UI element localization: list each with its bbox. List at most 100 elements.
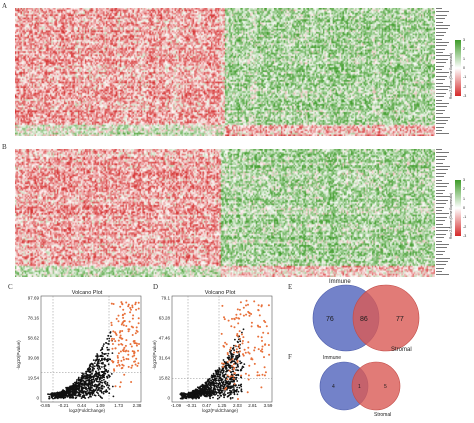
volcano-point-significant bbox=[132, 314, 135, 317]
volcano-point bbox=[220, 384, 222, 387]
volcano-point bbox=[86, 378, 89, 380]
volcano-point bbox=[218, 396, 221, 399]
volcano-point-significant bbox=[128, 320, 131, 323]
volcano-point-significant bbox=[243, 348, 246, 351]
volcano-point bbox=[202, 389, 205, 391]
volcano-point bbox=[239, 360, 241, 363]
volcano-point bbox=[227, 380, 230, 383]
gene-label-tick bbox=[436, 165, 450, 169]
volcano-point-significant bbox=[116, 355, 119, 357]
volcano-point bbox=[97, 380, 100, 383]
gene-label-tick bbox=[436, 102, 449, 106]
volcano-point bbox=[207, 386, 209, 389]
x-tick-label: 1.25 bbox=[218, 403, 227, 408]
volcano-point bbox=[181, 393, 183, 396]
volcano-point bbox=[218, 367, 220, 369]
volcano-point-significant bbox=[229, 375, 231, 378]
volcano-point bbox=[222, 369, 225, 372]
volcano-point-significant bbox=[224, 388, 226, 391]
volcano-point bbox=[242, 328, 245, 331]
volcano-point-significant bbox=[110, 324, 113, 327]
volcano-point-significant bbox=[267, 304, 270, 307]
volcano-point bbox=[107, 374, 110, 376]
volcano-point-significant bbox=[135, 342, 138, 345]
x-tick-label: 2.03 bbox=[233, 403, 242, 408]
volcano-point bbox=[93, 365, 96, 368]
volcano-point-significant bbox=[131, 304, 134, 307]
volcano-point bbox=[239, 340, 242, 343]
volcano-point bbox=[219, 386, 222, 389]
gene-label-tick bbox=[436, 176, 444, 179]
volcano-point bbox=[82, 392, 85, 394]
x-tick-label: 3.59 bbox=[264, 403, 273, 408]
volcano-point-significant bbox=[264, 371, 267, 374]
volcano-point bbox=[223, 360, 226, 363]
volcano-point bbox=[89, 386, 92, 389]
volcano-point bbox=[52, 395, 55, 397]
volcano-point bbox=[237, 384, 240, 387]
volcano-point-significant bbox=[121, 302, 124, 305]
volcano-point bbox=[107, 342, 109, 345]
volcano-point bbox=[86, 383, 89, 386]
gene-label-tick bbox=[436, 267, 444, 271]
volcano-point-significant bbox=[261, 345, 264, 348]
x-tick-label: -0.21 bbox=[58, 403, 69, 408]
volcano-point-significant bbox=[248, 352, 251, 355]
volcano-point bbox=[211, 381, 214, 383]
volcano-point bbox=[229, 397, 232, 400]
volcano-point-significant bbox=[111, 337, 113, 340]
scale-tick-label: -1 bbox=[463, 215, 467, 220]
volcano-point bbox=[93, 384, 96, 387]
volcano-point-significant bbox=[130, 308, 132, 311]
volcano-point-significant bbox=[133, 354, 136, 357]
volcano-point bbox=[232, 389, 234, 391]
gene-label-tick bbox=[436, 199, 448, 203]
y-tick-label: 31.64 bbox=[159, 356, 171, 361]
volcano-point bbox=[64, 390, 67, 393]
volcano-point bbox=[77, 376, 80, 379]
volcano-plot-c: Volcano Plot log2(FoldChange) -log10(Pva… bbox=[12, 285, 147, 417]
volcano-point bbox=[215, 377, 218, 380]
volcano-point-significant bbox=[112, 330, 115, 333]
venn-f-stromal-circle bbox=[351, 361, 401, 411]
volcano-point-significant bbox=[125, 357, 128, 360]
volcano-point bbox=[91, 391, 93, 394]
volcano-point bbox=[227, 357, 229, 359]
volcano-point bbox=[99, 360, 102, 362]
volcano-point bbox=[108, 358, 111, 361]
volcano-point bbox=[98, 386, 101, 389]
volcano-point bbox=[110, 373, 113, 375]
volcano-point-significant bbox=[258, 374, 261, 377]
y-tick-label: 19.54 bbox=[28, 376, 40, 381]
volcano-point-significant bbox=[226, 374, 229, 377]
volcano-point bbox=[222, 380, 225, 383]
volcano-point bbox=[80, 397, 83, 399]
volcano-point bbox=[204, 392, 207, 395]
volcano-point-significant bbox=[122, 364, 125, 367]
volcano-point bbox=[213, 388, 216, 391]
volcano-point bbox=[90, 395, 92, 398]
heatmap-a-scale-title: Row Z-Score (Gene Expression) bbox=[449, 52, 453, 99]
gene-label-tick bbox=[436, 189, 445, 193]
volcano-point bbox=[216, 388, 219, 391]
volcano-point bbox=[100, 391, 103, 394]
volcano-point bbox=[88, 390, 91, 392]
volcano-point-significant bbox=[124, 350, 127, 353]
volcano-point bbox=[71, 385, 74, 388]
gene-label-tick bbox=[436, 149, 442, 152]
volcano-point bbox=[228, 366, 231, 369]
volcano-point bbox=[95, 375, 98, 378]
volcano-point-significant bbox=[250, 321, 253, 324]
volcano-point bbox=[240, 388, 243, 391]
volcano-point bbox=[215, 382, 218, 385]
volcano-point-significant bbox=[239, 301, 242, 304]
volcano-point bbox=[82, 390, 85, 393]
volcano-point bbox=[79, 380, 82, 383]
gene-label-tick bbox=[436, 8, 442, 11]
venn-e-overlap-count: 86 bbox=[360, 316, 368, 323]
x-tick-label: -0.31 bbox=[186, 403, 197, 408]
scale-tick-label: 1 bbox=[463, 56, 465, 61]
volcano-point-significant bbox=[122, 313, 124, 316]
volcano-point bbox=[103, 367, 106, 370]
gene-label-tick bbox=[436, 55, 450, 58]
